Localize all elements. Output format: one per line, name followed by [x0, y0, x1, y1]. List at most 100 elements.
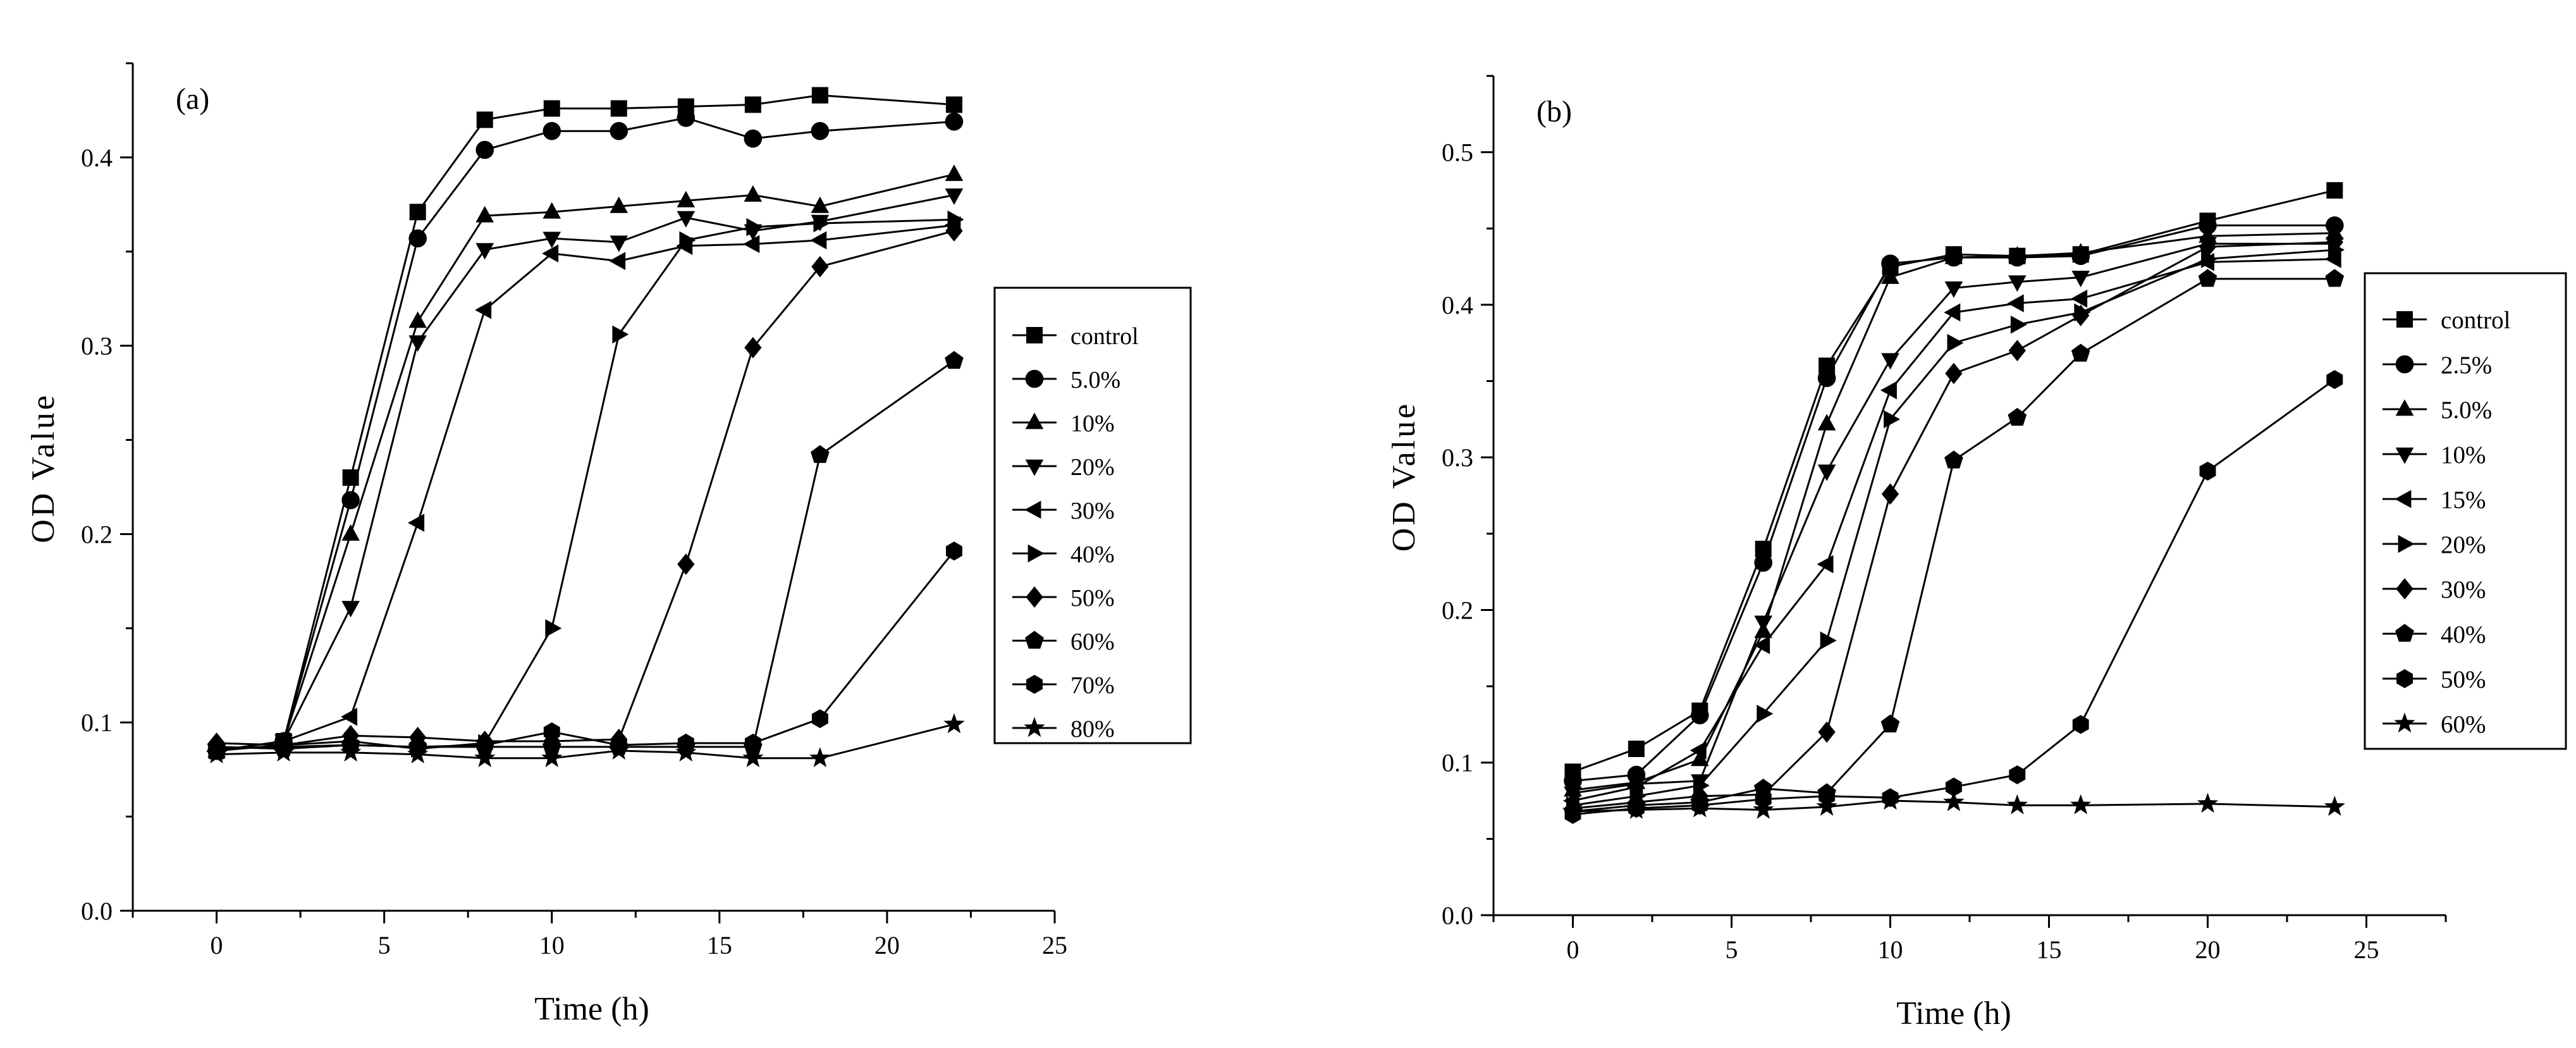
- legend-entry-label: 80%: [1070, 716, 1115, 743]
- data-point: [2008, 407, 2027, 426]
- data-point: [813, 214, 830, 233]
- series-line: [1572, 189, 2335, 773]
- legend-marker: [2395, 355, 2414, 374]
- series-50%: [1564, 370, 2343, 824]
- data-point: [1881, 483, 1899, 505]
- data-point: [945, 113, 964, 131]
- data-point: [2009, 765, 2026, 784]
- data-point: [1944, 303, 1961, 322]
- legend-marker: [1026, 327, 1043, 343]
- legend-marker: [1026, 675, 1043, 694]
- y-tick-label: 0.0: [81, 897, 113, 925]
- legend-marker: [1024, 717, 1045, 737]
- y-tick-label: 0.4: [81, 144, 113, 172]
- series-line: [1573, 241, 2335, 810]
- data-point: [273, 741, 295, 762]
- series-15%: [1562, 250, 2341, 810]
- data-point: [1754, 553, 1772, 572]
- legend-marker: [1025, 459, 1044, 476]
- series-40%: [1563, 269, 2345, 820]
- data-point: [742, 747, 764, 767]
- data-point: [1691, 749, 1709, 767]
- data-point: [1816, 796, 1837, 816]
- data-point: [474, 747, 496, 767]
- data-point: [945, 188, 964, 206]
- x-tick-label: 25: [2354, 935, 2379, 964]
- legend-marker: [1025, 412, 1044, 429]
- data-point: [677, 553, 695, 575]
- data-point: [1881, 254, 1899, 273]
- y-tick-label: 0.0: [1442, 901, 1473, 930]
- data-point: [1884, 410, 1901, 429]
- data-point: [945, 96, 962, 113]
- legend-marker: [2394, 712, 2415, 733]
- legend-entry-label: 50%: [2441, 666, 2486, 693]
- y-tick-label: 0.4: [1442, 291, 1473, 319]
- data-point: [2326, 231, 2343, 253]
- y-tick-label: 0.5: [1442, 139, 1473, 167]
- data-point: [811, 87, 828, 104]
- x-tick-label: 0: [211, 931, 223, 959]
- x-tick-label: 15: [2037, 935, 2062, 964]
- data-point: [340, 741, 362, 762]
- data-point: [543, 722, 560, 742]
- data-point: [943, 713, 965, 734]
- data-point: [1626, 798, 1647, 819]
- data-point: [341, 707, 358, 726]
- data-point: [1879, 789, 1901, 810]
- x-tick-label: 10: [1878, 935, 1903, 964]
- data-point: [1881, 353, 1899, 370]
- data-point: [744, 185, 763, 202]
- series-line: [1573, 249, 2335, 806]
- series-20%: [1566, 240, 2345, 815]
- data-point: [743, 235, 760, 254]
- data-point: [677, 190, 696, 207]
- data-point: [2325, 269, 2345, 287]
- panel-label: (b): [1536, 95, 1572, 128]
- legend-entry-label: 30%: [2441, 576, 2486, 603]
- data-point: [811, 445, 830, 463]
- y-tick-label: 0.2: [81, 520, 113, 548]
- data-point: [543, 202, 561, 219]
- data-point: [408, 514, 425, 532]
- legend-marker: [1026, 586, 1043, 608]
- data-point: [341, 601, 360, 618]
- x-axis-label: Time (h): [534, 991, 649, 1027]
- data-point: [475, 300, 492, 319]
- data-point: [1753, 779, 1773, 797]
- data-point: [811, 709, 828, 729]
- data-point: [1817, 464, 1836, 481]
- legend-marker: [2398, 534, 2415, 553]
- legend-marker: [2395, 624, 2414, 642]
- legend-box: [2364, 272, 2567, 750]
- legend-marker: [2395, 399, 2414, 416]
- y-tick-label: 0.3: [1442, 443, 1473, 472]
- data-point: [1880, 381, 1897, 400]
- data-point: [543, 121, 561, 140]
- data-point: [408, 335, 427, 352]
- data-point: [2071, 243, 2090, 260]
- data-point: [2197, 792, 2219, 813]
- data-point: [1820, 631, 1837, 650]
- legend: control 2.5% 5.0% 10% 15% 20% 30% 40% 50% 60%: [2364, 272, 2567, 750]
- series-10%: [207, 164, 964, 758]
- x-tick-label: 5: [1726, 935, 1738, 964]
- data-point: [744, 336, 762, 359]
- data-point: [409, 204, 426, 221]
- x-tick-label: 0: [1567, 935, 1579, 964]
- data-point: [476, 736, 493, 755]
- data-point: [945, 541, 962, 561]
- series-control: [208, 87, 962, 759]
- data-point: [205, 743, 228, 764]
- data-point: [1945, 777, 1962, 797]
- legend-entry-label: control: [2441, 307, 2511, 334]
- data-point: [1564, 786, 1582, 803]
- data-point: [1562, 800, 1584, 821]
- data-point: [407, 743, 429, 764]
- legend-entry-label: 60%: [1070, 629, 1115, 655]
- data-point: [1753, 798, 1774, 819]
- legend-marker: [1027, 544, 1045, 563]
- data-point: [1757, 705, 1774, 723]
- data-point: [1690, 741, 1707, 760]
- x-tick-label: 5: [378, 931, 391, 959]
